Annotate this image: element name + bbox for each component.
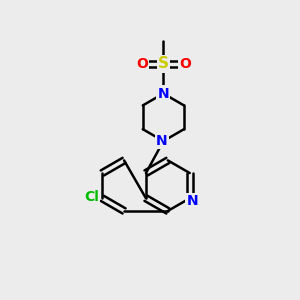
Text: O: O — [179, 57, 191, 71]
Text: S: S — [158, 56, 169, 71]
Text: N: N — [186, 194, 198, 208]
Text: Cl: Cl — [84, 190, 99, 204]
Text: N: N — [158, 86, 169, 100]
Text: N: N — [156, 134, 168, 148]
Text: O: O — [136, 57, 148, 71]
